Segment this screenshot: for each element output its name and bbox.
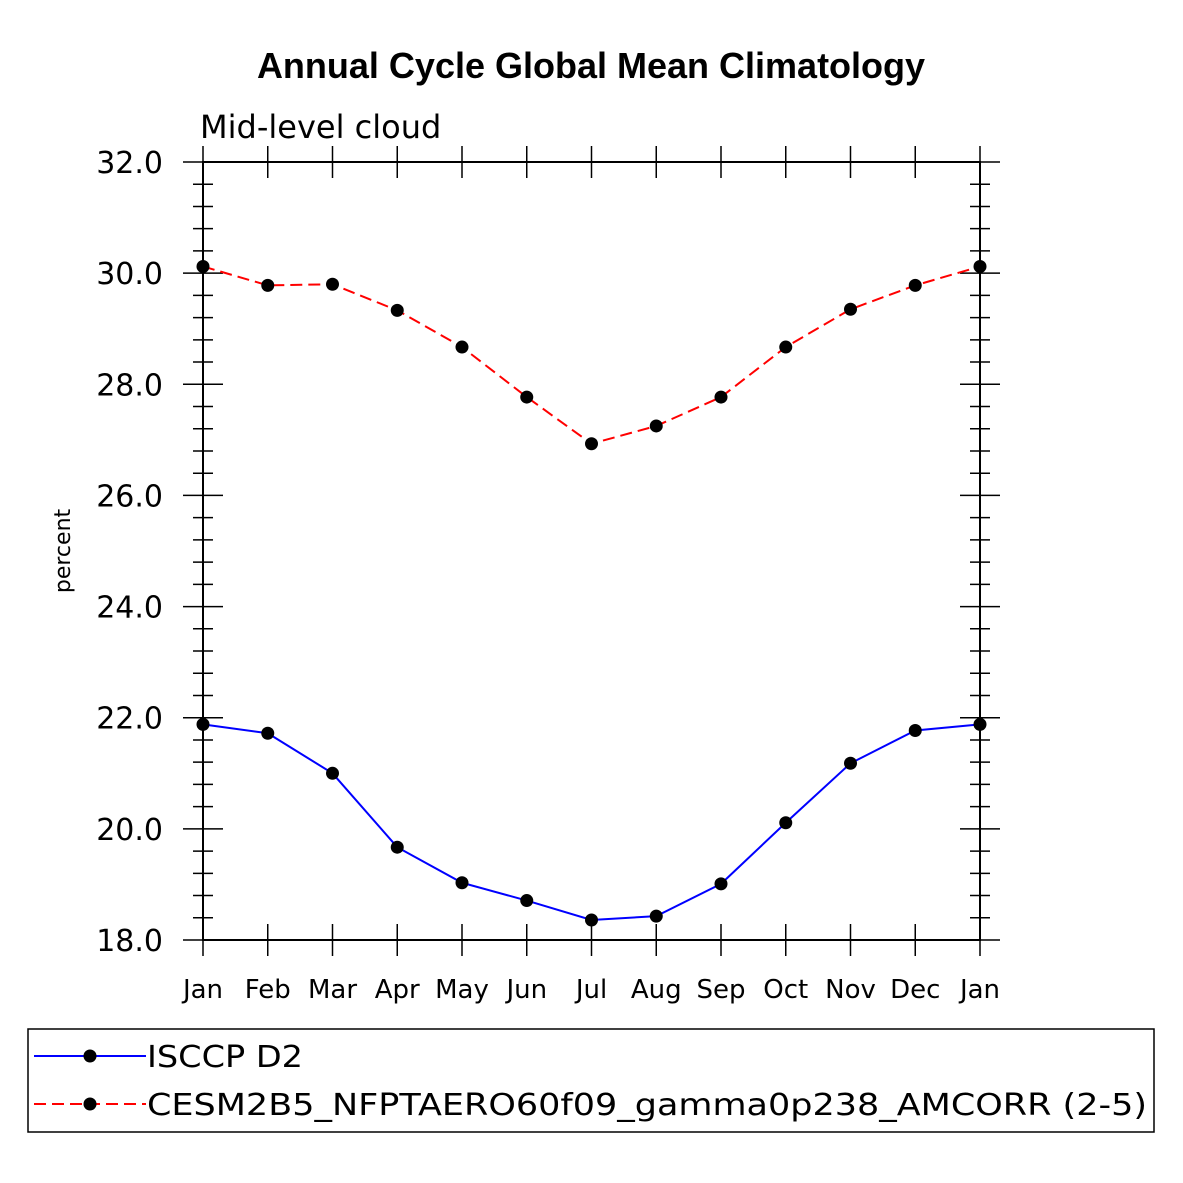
y-tick-label: 20.0 (96, 813, 163, 848)
data-point-0 (390, 840, 404, 854)
data-point-1 (908, 278, 922, 292)
data-point-1 (973, 259, 987, 273)
legend-label-0: ISCCP D2 (147, 1040, 303, 1075)
x-tick-label: Jan (958, 975, 1000, 1005)
data-point-0 (326, 766, 339, 780)
x-tick-label: Mar (308, 975, 357, 1005)
x-tick-label: Nov (825, 975, 876, 1005)
x-tick-label: Feb (245, 975, 291, 1005)
series-line-0 (202, 723, 981, 922)
x-tick-label: Jan (181, 975, 223, 1005)
data-point-1 (196, 259, 210, 273)
series-layer (196, 259, 987, 927)
x-tick-label: Apr (375, 975, 420, 1005)
data-point-1 (649, 419, 663, 433)
legend-marker-0 (83, 1049, 97, 1063)
legend-label-1: CESM2B5_NFPTAERO60f09_gamma0p238_AMCORR … (147, 1088, 1147, 1123)
y-axis-label: percent (51, 508, 76, 593)
y-tick-label: 26.0 (96, 479, 163, 514)
chart-title: Annual Cycle Global Mean Climatology (257, 45, 925, 86)
data-point-0 (908, 723, 922, 737)
x-tick-label: Dec (890, 975, 940, 1005)
data-point-1 (844, 302, 857, 316)
x-tick-label: May (435, 975, 489, 1005)
y-tick-label: 28.0 (96, 368, 163, 403)
data-point-1 (390, 303, 404, 317)
y-tick-label: 32.0 (96, 146, 163, 181)
data-point-0 (455, 876, 469, 890)
plot-frame (202, 161, 981, 941)
y-tick-label: 30.0 (96, 257, 163, 292)
y-tick-label: 24.0 (96, 591, 163, 626)
series-line-1 (202, 265, 981, 445)
data-point-0 (585, 913, 598, 927)
axes: 18.0 20.0 22.0 24.0 26.0 28.0 30.0 32.0 Jan Feb Ma… (96, 146, 1000, 1005)
chart-subtitle: Mid-level cloud (200, 108, 441, 146)
legend-marker-1 (83, 1097, 97, 1111)
data-point-1 (520, 390, 534, 404)
legend-box (27, 1028, 1155, 1133)
data-point-0 (779, 816, 793, 830)
x-tick-label: Jul (574, 975, 607, 1005)
data-point-1 (455, 340, 469, 354)
data-point-1 (261, 278, 275, 292)
x-tick-label: Aug (631, 975, 682, 1005)
data-point-0 (520, 894, 534, 908)
data-point-0 (714, 877, 728, 891)
data-point-1 (779, 340, 793, 354)
y-tick-label: 18.0 (96, 924, 163, 959)
data-point-1 (714, 390, 728, 404)
data-point-0 (196, 717, 210, 731)
data-point-1 (326, 277, 339, 291)
data-point-0 (261, 726, 275, 740)
data-point-0 (649, 909, 663, 923)
x-tick-label: Jun (504, 975, 547, 1005)
x-tick-label: Sep (696, 975, 745, 1005)
y-tick-label: 22.0 (96, 702, 163, 737)
legend: ISCCP D2 CESM2B5_NFPTAERO60f09_gamma0p238… (27, 1028, 1155, 1133)
x-tick-label: Oct (763, 975, 808, 1005)
data-point-1 (585, 437, 598, 451)
data-point-0 (973, 717, 987, 731)
data-point-0 (844, 756, 857, 770)
